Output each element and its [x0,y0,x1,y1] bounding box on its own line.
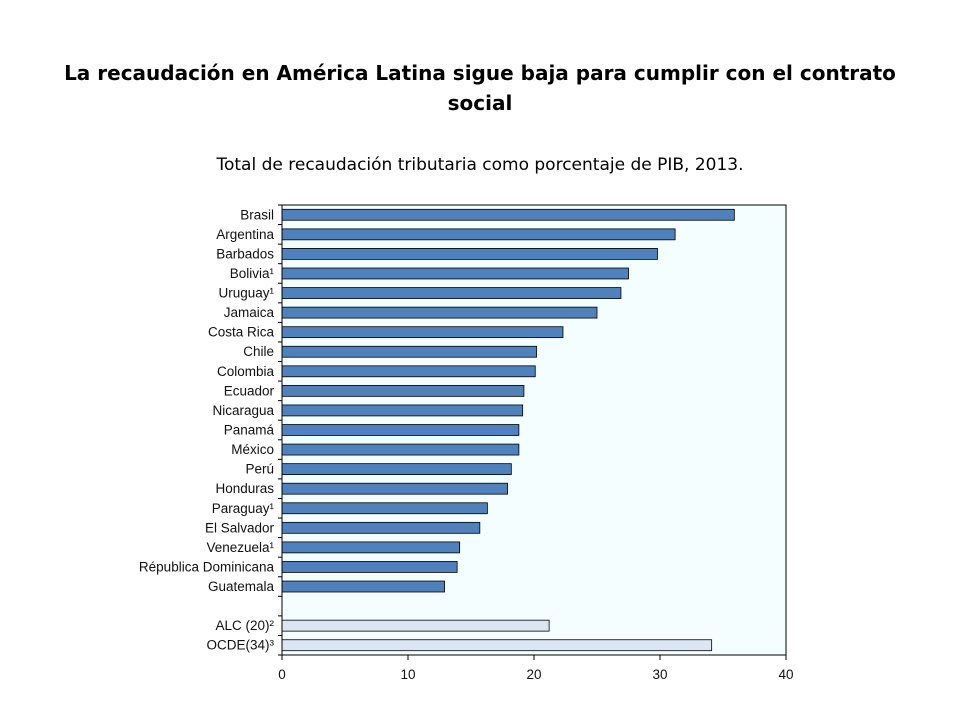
country-bar [281,580,445,593]
country-bar [281,228,676,241]
category-label: México [231,442,274,457]
category-label: Paraguay¹ [212,501,275,516]
country-bar [281,404,524,417]
category-label: Brasil [240,207,274,222]
category-label: Uruguay¹ [218,286,274,301]
country-bar [281,541,461,554]
x-tick-label: 30 [652,667,667,682]
x-tick-label: 20 [526,667,541,682]
country-bar [281,287,622,299]
category-label: Chile [243,344,274,359]
category-label: Barbados [216,246,274,261]
plot-border [281,204,787,656]
chart-title: La recaudación en América Latina sigue b… [64,61,896,115]
x-tick-label: 10 [400,667,415,682]
category-label: ALC (20)² [215,618,274,633]
country-bar [281,463,512,476]
country-bar [281,306,598,319]
x-tick-label: 0 [278,667,286,682]
country-bar [281,208,735,221]
category-label: Guatemala [208,579,275,594]
aggregate-bar [281,639,713,652]
category-labels: Brasil Argentina Barbados Bolivia¹ Uruguay¹ J… [139,207,275,652]
category-label: El Salvador [205,520,275,535]
country-bar [281,384,525,397]
category-label: Colombia [217,364,275,379]
category-label: Jamaica [224,305,275,320]
x-tick-label: 40 [778,667,793,682]
category-label: Ecuador [224,383,275,398]
country-bar [281,365,536,378]
category-label: Panamá [224,423,275,438]
aggregate-bar [281,619,550,632]
x-axis-ticks: 0 10 20 30 40 [278,204,794,682]
country-bar [281,267,629,280]
category-label: Argentina [216,227,274,242]
country-bar [281,561,458,573]
category-label: Perú [245,462,274,477]
category-label: Venezuela¹ [206,540,274,555]
country-bar [281,502,488,515]
category-label: Costa Rica [208,325,275,340]
category-label: Républica Dominicana [139,559,275,574]
chart-subtitle: Total de recaudación tributaria como por… [216,155,744,175]
category-label: OCDE(34)³ [206,638,274,653]
category-label: Honduras [215,481,274,496]
country-bar [281,424,520,436]
country-bar [281,345,537,358]
country-bar [281,443,520,456]
country-bar [281,248,658,260]
country-bar [281,521,481,534]
category-label: Nicaragua [212,403,274,418]
category-label: Bolivia¹ [230,266,275,281]
country-bar [281,326,564,339]
country-bar [281,482,508,495]
